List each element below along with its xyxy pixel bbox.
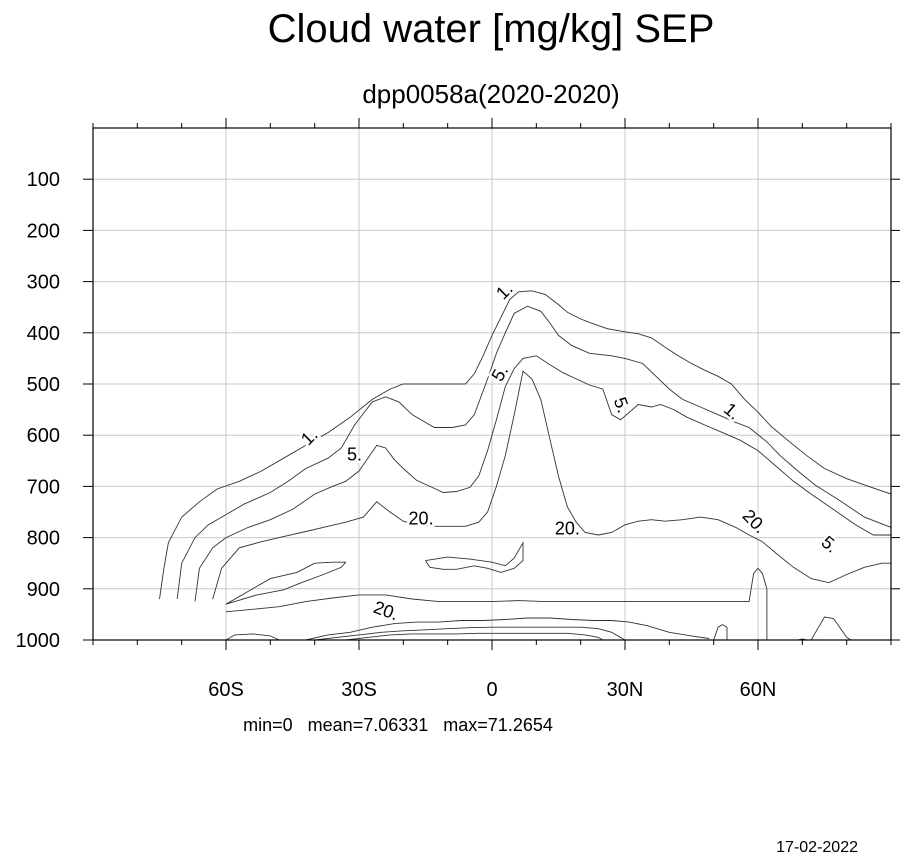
contour-label: 20. [555,519,580,539]
contour-line-20 [225,633,280,641]
contour-line-20 [810,616,852,641]
contour-label: 20. [371,597,401,624]
y-tick-label: 900 [27,579,60,601]
contour-line-5 [194,355,891,602]
contour-lines [159,290,892,641]
x-tick-label: 30S [341,679,377,701]
y-tick-label: 700 [27,476,60,498]
y-axis-labels: 100 200 300 400 500 600 700 800 900 1000 [16,169,61,652]
x-tick-label: 60N [740,679,777,701]
chart-title: Cloud water [mg/kg] SEP [268,7,715,51]
y-tick-label: 1000 [16,630,61,652]
contour-label: 5. [347,444,362,464]
contour-line-20 [425,541,524,573]
y-tick-label: 100 [27,169,60,191]
y-tick-label: 500 [27,374,60,396]
y-tick-label: 600 [27,425,60,447]
contour-line-20 [225,561,347,605]
contour-line-20 [713,624,728,641]
grid-lines [93,128,891,641]
chart-subtitle: dpp0058a(2020-2020) [362,79,619,109]
y-tick-label: 200 [27,220,60,242]
contour-line-20 [225,567,768,640]
contour-line-20 [212,370,891,600]
y-tick-label: 800 [27,528,60,550]
axis-ticks [83,118,900,650]
y-tick-label: 300 [27,272,60,294]
stats-text: min=0 mean=7.06331 max=71.2654 [243,715,553,735]
contour-line-20 [345,632,604,641]
contour-label: 5. [610,395,634,416]
contour-label: 20. [739,505,771,537]
x-tick-label: 60S [208,679,244,701]
contour-labels: 1.1.1.5.5.5.5.20.20. 20.20. [294,276,844,627]
contour-label: 20. [409,508,434,528]
contour-line-20 [314,626,626,641]
y-tick-label: 400 [27,323,60,345]
contour-line-20 [305,617,710,641]
contour-line-5 [176,305,892,600]
contour-label: 1. [492,279,517,304]
x-tick-label: 0 [486,679,497,701]
x-axis-labels: 60S 30S 0 30N 60N [208,679,776,701]
contour-label: 1. [297,424,322,449]
date-stamp: 17-02-2022 [776,839,858,856]
x-tick-label: 30N [607,679,644,701]
contour-line-1 [159,290,892,600]
contour-label: 5. [818,532,842,557]
contour-label: 1. [720,399,744,424]
